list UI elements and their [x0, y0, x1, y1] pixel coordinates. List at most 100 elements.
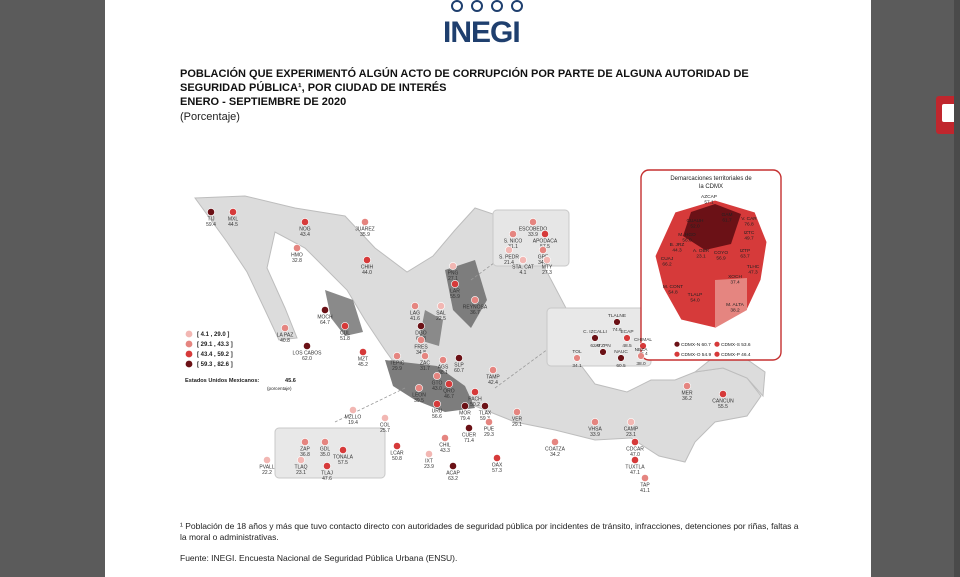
- city-value-lar: 55.9: [450, 294, 460, 300]
- city-marker-dgo: [417, 322, 425, 330]
- nuevo-leon-shape: [445, 260, 487, 328]
- edomex-label-c-izcalli: C. IZCALLI: [583, 329, 607, 335]
- map-subtitle: (Porcentaje): [180, 111, 240, 123]
- city-marker-gpe: [539, 246, 547, 254]
- scrollbar[interactable]: [954, 0, 960, 577]
- city-marker-nog: [301, 218, 309, 226]
- city-label-cuer: CUER: [462, 433, 477, 439]
- city-marker-cuer: [465, 424, 473, 432]
- city-value-mxl: 44.5: [228, 222, 238, 228]
- zone-label-cdmx-p: CDMX-P 46.4: [721, 352, 751, 358]
- cdmx-value-m-alta: 38.2: [730, 308, 740, 314]
- city-label-chil: CHIL: [439, 443, 451, 449]
- city-marker-apodaca: [541, 230, 549, 238]
- city-marker-cul: [341, 322, 349, 330]
- city-value-mzllo: 19.4: [348, 420, 358, 426]
- city-label-cdcar: CDCAR: [626, 447, 644, 453]
- city-marker-ju-rez: [361, 218, 369, 226]
- city-marker-fres: [417, 336, 425, 344]
- city-marker-zac: [421, 352, 429, 360]
- city-marker-tij: [207, 208, 215, 216]
- city-value-cul: 51.8: [340, 336, 350, 342]
- city-marker-pvall: [263, 456, 271, 464]
- pdf-icon[interactable]: [942, 104, 956, 122]
- city-value-tonala: 57.5: [338, 460, 348, 466]
- city-label-slp: SLP: [454, 363, 464, 369]
- city-value-mty: 27.3: [542, 270, 552, 276]
- city-value-acap: 63.2: [448, 476, 458, 482]
- edomex-marker-neza: [637, 352, 645, 360]
- legend-swatch-2: [185, 350, 193, 358]
- cdmx-value-cuauh: 52.0: [690, 224, 700, 230]
- cdmx-label-cuaj: CUAJ: [661, 256, 674, 262]
- city-marker-cdcar: [631, 438, 639, 446]
- zone-marker-cdmx-p: [714, 351, 720, 357]
- city-label-lag: LAG: [410, 311, 420, 317]
- city-marker-zap: [301, 438, 309, 446]
- cdmx-value-v-car: 76.8: [744, 222, 754, 228]
- cdmx-value-tlhc: 47.3: [748, 270, 758, 276]
- city-value-cuer: 71.4: [464, 438, 474, 444]
- city-marker-tap: [641, 474, 649, 482]
- cdmx-label-xoch: XOCH: [728, 274, 742, 280]
- city-marker-los-cabos: [303, 342, 311, 350]
- city-label-mzt: MZT: [358, 357, 368, 363]
- city-label-ver: VER: [512, 417, 523, 423]
- legend-range-1: [ 29.1 , 43.3 ]: [197, 342, 233, 348]
- city-marker-tlax: [481, 402, 489, 410]
- cdmx-label-v-car: V. CAR: [741, 216, 757, 222]
- sonora-gray-shape: [325, 290, 363, 336]
- footnote: ¹ Población de 18 años y más que tuvo co…: [180, 521, 799, 542]
- city-marker-mer: [683, 382, 691, 390]
- city-marker-slp: [455, 354, 463, 362]
- city-value-tuxtla: 47.1: [630, 470, 640, 476]
- city-marker-escobedo: [529, 218, 537, 226]
- edomex-value-tlalne: 74.6: [612, 327, 622, 333]
- edomex-label-neza: NEZA: [635, 347, 649, 353]
- city-marker-lag: [411, 302, 419, 310]
- city-label-los-cabos: LOS CABOS: [293, 351, 323, 357]
- city-label-reynosa: REYNOSA: [463, 305, 488, 311]
- city-value-mzt: 45.2: [358, 362, 368, 368]
- city-label-camp: CAMP: [624, 427, 639, 433]
- mexico-map: Demarcaciones territoriales de la CDMX AZC…: [185, 169, 782, 494]
- city-marker-tlaq: [297, 456, 305, 464]
- cdmx-label-gam: GAM: [722, 212, 733, 218]
- zone-label-cdmx-o: CDMX-O 54.9: [681, 352, 711, 358]
- edomex-marker-ecap: [623, 334, 631, 342]
- city-marker-uru: [433, 400, 441, 408]
- city-marker-tonala: [339, 446, 347, 454]
- coahuila-gray-shape: [419, 310, 443, 346]
- edomex-label-nauc: NAUC: [614, 349, 628, 355]
- city-marker-leon: [415, 384, 423, 392]
- inegi-logo: INEGI: [443, 16, 521, 49]
- cdmx-value-azcap: 57.1: [704, 200, 714, 206]
- city-value-tamp: 42.4: [488, 380, 498, 386]
- city-label-mer: MER: [681, 391, 693, 397]
- city-marker-vhsa: [591, 418, 599, 426]
- city-label-cul: CUL: [340, 331, 350, 337]
- city-value-png: 27.1: [448, 276, 458, 282]
- city-value-tap: 41.1: [640, 488, 650, 494]
- city-label-zac: ZAC: [420, 361, 430, 367]
- city-value-nog: 43.4: [300, 232, 310, 238]
- city-marker-ver: [513, 408, 521, 416]
- city-value-fres: 34.8: [416, 350, 426, 356]
- city-label-gto: GTO: [432, 381, 443, 387]
- city-marker-gdl: [321, 438, 329, 446]
- city-label-s-nico: S. NICO: [504, 239, 523, 245]
- city-label-acap: ACAP: [446, 471, 460, 477]
- cdmx-label-b-jrz: B. JRZ: [670, 242, 685, 248]
- city-value-gto: 43.0: [432, 386, 442, 392]
- city-value-hmo: 32.8: [292, 258, 302, 264]
- cdmx-value-iztp: 63.7: [740, 254, 750, 260]
- cdmx-value-tlalp: 54.0: [690, 298, 700, 304]
- city-label-tepic: TEPIC: [390, 361, 405, 367]
- city-value-lcar: 50.8: [392, 456, 402, 462]
- city-label-tap: TAP: [640, 483, 650, 489]
- city-label-qro: QRO: [443, 389, 455, 395]
- city-label-col: COL: [380, 423, 391, 429]
- city-value-s-pedr: 21.4: [504, 260, 514, 266]
- city-marker-mxl: [229, 208, 237, 216]
- edomex-marker-chimal: [639, 342, 647, 350]
